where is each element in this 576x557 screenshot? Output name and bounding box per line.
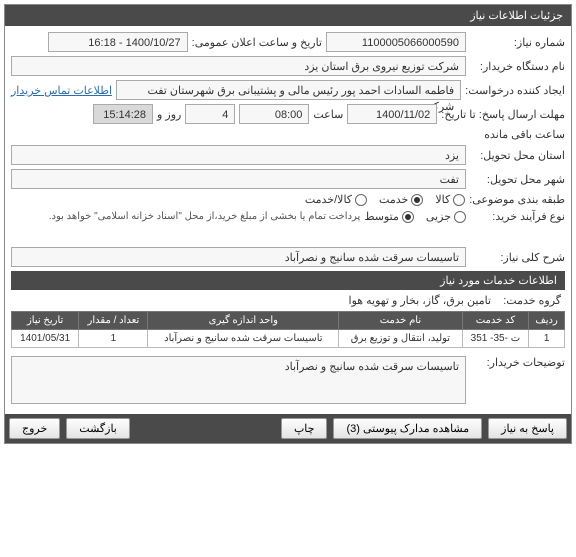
province-value: یزد (11, 145, 466, 165)
general-desc-label: شرح کلی نیاز: (470, 251, 565, 264)
col-unit: واحد اندازه گیری (148, 312, 339, 330)
contact-info-link[interactable]: اطلاعات تماس خریدار (11, 84, 112, 97)
radio-icon (355, 194, 367, 206)
col-name: نام خدمت (339, 312, 462, 330)
row-category: طبقه بندی موضوعی: کالا خدمت کالا/خدمت (11, 193, 565, 206)
panel-body: شماره نیاز: 1100005066000590 تاریخ و ساع… (5, 26, 571, 414)
category-label: طبقه بندی موضوعی: (469, 193, 565, 206)
button-bar: پاسخ به نیاز مشاهده مدارک پیوستی (3) چاپ… (5, 414, 571, 443)
radio-icon (454, 211, 466, 223)
cell-code: ت -35- 351 (462, 330, 529, 348)
buyer-notes-label: توضیحات خریدار: (470, 356, 565, 369)
service-group-label: گروه خدمت: (491, 294, 561, 307)
services-header: اطلاعات خدمات مورد نیاز (11, 271, 565, 290)
radio-both[interactable]: کالا/خدمت (305, 193, 367, 206)
table-header-row: ردیف کد خدمت نام خدمت واحد اندازه گیری ت… (12, 312, 565, 330)
buyer-name-label: نام دستگاه خریدار: (470, 60, 565, 73)
row-deadline: مهلت ارسال پاسخ: تا تاریخ: 1400/11/02 سا… (11, 104, 565, 141)
announce-value: 1400/10/27 - 16:18 (48, 32, 188, 52)
deadline-date: 1400/11/02 (347, 104, 437, 124)
buyer-name-value: شرکت توزیع نیروی برق استان یزد (11, 56, 466, 76)
buyer-notes-value: تاسیسات سرقت شده سانیج و نصرآباد (11, 356, 466, 404)
table-row: 1 ت -35- 351 تولید، انتقال و توزیع برق ت… (12, 330, 565, 348)
process-label: نوع فرآیند خرید: (470, 210, 565, 223)
panel-title: جزئیات اطلاعات نیاز (5, 5, 571, 26)
row-requester: ایجاد کننده درخواست: فاطمه السادات احمد … (11, 80, 565, 100)
need-number-label: شماره نیاز: (470, 36, 565, 49)
radio-minor-label: جزیی (426, 210, 451, 223)
print-button[interactable]: چاپ (281, 418, 328, 439)
col-date: تاریخ نیاز (12, 312, 79, 330)
need-number-value: 1100005066000590 (326, 32, 466, 52)
city-label: شهر محل تحویل: (470, 173, 565, 186)
general-desc-value: تاسیسات سرقت شده سانیج و نصرآباد (11, 247, 466, 267)
days-label: روز و (157, 108, 181, 121)
announce-label: تاریخ و ساعت اعلان عمومی: (192, 36, 322, 49)
col-row: ردیف (529, 312, 565, 330)
cell-date: 1401/05/31 (12, 330, 79, 348)
radio-service[interactable]: خدمت (379, 193, 423, 206)
time-remaining: 15:14:28 (93, 104, 153, 124)
col-qty: تعداد / مقدار (79, 312, 148, 330)
row-service-group: گروه خدمت: تامین برق، گاز، بخار و تهویه … (11, 294, 565, 307)
cell-qty: 1 (79, 330, 148, 348)
requester-value: فاطمه السادات احمد پور رئیس مالی و پشتیب… (116, 80, 461, 100)
cell-unit: تاسیسات سرقت شده سانیج و نصرآباد (148, 330, 339, 348)
days-remaining: 4 (185, 104, 235, 124)
exit-button[interactable]: خروج (9, 418, 60, 439)
radio-medium-label: متوسط (364, 210, 399, 223)
category-options: کالا خدمت کالا/خدمت (305, 193, 465, 206)
row-province: استان محل تحویل: یزد (11, 145, 565, 165)
back-button[interactable]: بازگشت (66, 418, 130, 439)
process-options: جزیی متوسط (364, 210, 466, 223)
province-label: استان محل تحویل: (470, 149, 565, 162)
attachments-button[interactable]: مشاهده مدارک پیوستی (3) (333, 418, 482, 439)
row-buyer-notes: توضیحات خریدار: تاسیسات سرقت شده سانیج و… (11, 356, 565, 404)
city-value: تفت (11, 169, 466, 189)
requester-label: ایجاد کننده درخواست: (465, 84, 565, 97)
row-city: شهر محل تحویل: تفت (11, 169, 565, 189)
radio-icon (402, 211, 414, 223)
services-table: ردیف کد خدمت نام خدمت واحد اندازه گیری ت… (11, 311, 565, 348)
radio-icon (411, 194, 423, 206)
radio-icon (453, 194, 465, 206)
details-panel: جزئیات اطلاعات نیاز شماره نیاز: 11000050… (4, 4, 572, 444)
cell-name: تولید، انتقال و توزیع برق (339, 330, 462, 348)
radio-goods[interactable]: کالا (435, 193, 465, 206)
row-need-number: شماره نیاز: 1100005066000590 تاریخ و ساع… (11, 32, 565, 52)
radio-medium[interactable]: متوسط (364, 210, 414, 223)
radio-service-label: خدمت (379, 193, 408, 206)
time-label-1: ساعت (313, 108, 343, 121)
spacer (136, 418, 275, 439)
cell-row: 1 (529, 330, 565, 348)
radio-goods-label: کالا (435, 193, 450, 206)
remain-label: ساعت باقی مانده (484, 128, 565, 141)
radio-both-label: کالا/خدمت (305, 193, 352, 206)
deadline-time: 08:00 (239, 104, 309, 124)
row-general-desc: شرح کلی نیاز: تاسیسات سرقت شده سانیج و ن… (11, 247, 565, 267)
col-code: کد خدمت (462, 312, 529, 330)
row-buyer-name: نام دستگاه خریدار: شرکت توزیع نیروی برق … (11, 56, 565, 76)
process-note: پرداخت تمام یا بخشی از مبلغ خرید،از محل … (49, 211, 361, 222)
reply-button[interactable]: پاسخ به نیاز (488, 418, 567, 439)
row-process: نوع فرآیند خرید: جزیی متوسط پرداخت تمام … (11, 210, 565, 223)
service-group-value: تامین برق، گاز، بخار و تهویه هوا (349, 294, 491, 307)
radio-minor[interactable]: جزیی (426, 210, 466, 223)
deadline-label: مهلت ارسال پاسخ: تا تاریخ: (441, 108, 565, 121)
